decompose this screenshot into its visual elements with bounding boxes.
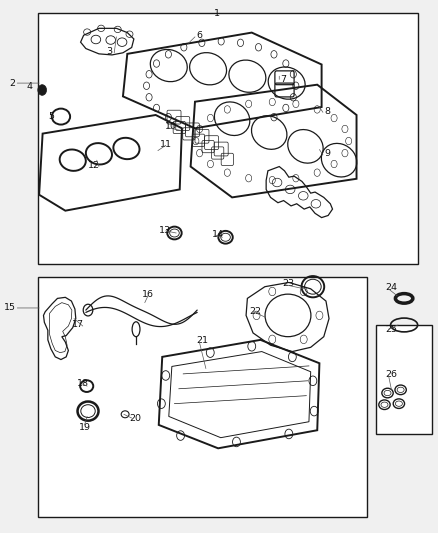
- Text: 9: 9: [324, 149, 330, 158]
- Text: 7: 7: [281, 75, 286, 84]
- Text: 4: 4: [26, 82, 32, 91]
- Bar: [38, 277, 367, 518]
- Text: 5: 5: [48, 112, 54, 121]
- Text: 2: 2: [10, 78, 15, 87]
- Text: 15: 15: [4, 303, 16, 312]
- Text: 22: 22: [249, 307, 261, 316]
- Text: 16: 16: [142, 289, 154, 298]
- Text: 6: 6: [196, 31, 202, 40]
- Circle shape: [38, 85, 46, 95]
- Text: 17: 17: [72, 320, 85, 329]
- Text: 21: 21: [196, 336, 208, 345]
- Bar: [38, 13, 418, 264]
- Text: 25: 25: [385, 325, 397, 334]
- Text: 24: 24: [385, 283, 397, 292]
- Text: 8: 8: [324, 107, 330, 116]
- Text: 19: 19: [78, 423, 91, 432]
- Text: 11: 11: [160, 140, 172, 149]
- Text: 20: 20: [129, 414, 141, 423]
- Text: 10: 10: [165, 122, 177, 131]
- Text: 3: 3: [106, 47, 112, 55]
- Text: 26: 26: [385, 370, 397, 379]
- Text: 23: 23: [282, 279, 294, 288]
- Text: 12: 12: [88, 161, 100, 170]
- Bar: [376, 325, 432, 434]
- Text: 14: 14: [212, 230, 224, 239]
- Text: 13: 13: [159, 226, 171, 235]
- Text: 1: 1: [214, 10, 220, 19]
- Text: 18: 18: [77, 379, 89, 388]
